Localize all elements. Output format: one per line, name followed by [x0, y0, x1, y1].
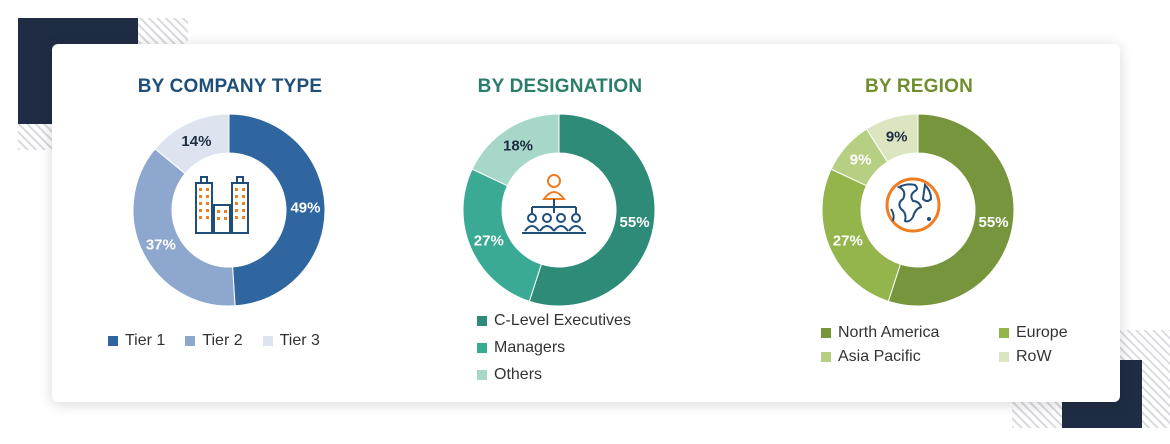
slice-label: 37%: [146, 237, 176, 254]
legend-swatch: [477, 316, 487, 326]
legend-item-tier-1: Tier 1: [108, 332, 165, 350]
legend-item-north-america: North America: [821, 324, 999, 342]
chart-card: BY COMPANY TYPE 49% 37% 14%: [52, 44, 1120, 402]
legend-item-managers: Managers: [477, 339, 631, 357]
legend-label: Asia Pacific: [838, 348, 921, 365]
legend-item-tier-3: Tier 3: [262, 332, 320, 350]
legend-swatch: [477, 343, 487, 353]
panel-designation: BY DESIGNATION 55% 27% 18% C-Level Executi…: [382, 44, 738, 402]
legend-label: Managers: [494, 339, 566, 356]
legend-label: Tier 1: [125, 332, 166, 349]
donut-chart-designation: 55% 27% 18%: [462, 113, 656, 307]
slice-label: 27%: [474, 232, 504, 249]
slice-label: 9%: [850, 151, 872, 168]
donut-chart-region: 55% 27% 9% 9%: [821, 113, 1015, 307]
legend-swatch: [821, 328, 831, 338]
legend-label: Others: [494, 366, 543, 383]
legend-swatch: [999, 328, 1009, 338]
slice-row: [865, 113, 919, 163]
slice-c-level-executives: [528, 113, 656, 307]
slice-label: 9%: [886, 129, 908, 146]
legend-label: Europe: [1016, 324, 1068, 341]
legend-region: North America Europe Asia Pacific RoW: [821, 324, 1068, 366]
panel-company-type: BY COMPANY TYPE 49% 37% 14%: [52, 44, 408, 402]
legend-item-others: Others: [477, 366, 631, 384]
legend-swatch: [999, 352, 1009, 362]
legend-item-asia-pacific: Asia Pacific: [821, 348, 999, 366]
legend-swatch: [185, 336, 196, 346]
slice-tier-3: [154, 113, 230, 175]
panel-region: BY REGION 55% 27% 9% 9% North America Europe…: [741, 44, 1097, 402]
legend-company-type: Tier 1 Tier 2 Tier 3: [108, 332, 320, 350]
slice-others: [471, 113, 560, 187]
slice-tier-2: [132, 148, 236, 307]
legend-swatch: [262, 336, 273, 346]
slice-label: 49%: [290, 200, 320, 217]
legend-label: RoW: [1016, 348, 1052, 365]
slice-label: 55%: [620, 214, 650, 231]
chart-title: BY REGION: [864, 76, 974, 97]
legend-label: Tier 2: [202, 332, 243, 349]
legend-swatch: [108, 336, 118, 346]
legend-label: Tier 3: [279, 332, 320, 349]
legend-item-tier-2: Tier 2: [185, 332, 243, 350]
legend-item-row: RoW: [999, 348, 1068, 366]
legend-label: C-Level Executives: [494, 312, 631, 329]
chart-title: BY DESIGNATION: [477, 76, 643, 97]
legend-designation: C-Level Executives Managers Others: [477, 312, 631, 384]
legend-swatch: [821, 352, 831, 362]
globe-icon: [885, 177, 941, 233]
slice-tier-1: [228, 113, 326, 307]
slice-label: 18%: [503, 137, 533, 154]
legend-swatch: [477, 370, 487, 380]
org-hierarchy-icon: [522, 174, 586, 234]
slice-label: 55%: [979, 214, 1009, 231]
legend-item-c-level-executives: C-Level Executives: [477, 312, 631, 330]
legend-item-europe: Europe: [999, 324, 1068, 342]
slice-label: 27%: [833, 232, 863, 249]
chart-title: BY COMPANY TYPE: [137, 76, 323, 97]
legend-label: North America: [838, 324, 940, 341]
slice-north-america: [887, 113, 1015, 307]
donut-chart-company-type: 49% 37% 14%: [132, 113, 326, 307]
buildings-icon: [195, 176, 249, 234]
decor-hatch-left: [18, 124, 58, 150]
slice-label: 14%: [181, 133, 211, 150]
